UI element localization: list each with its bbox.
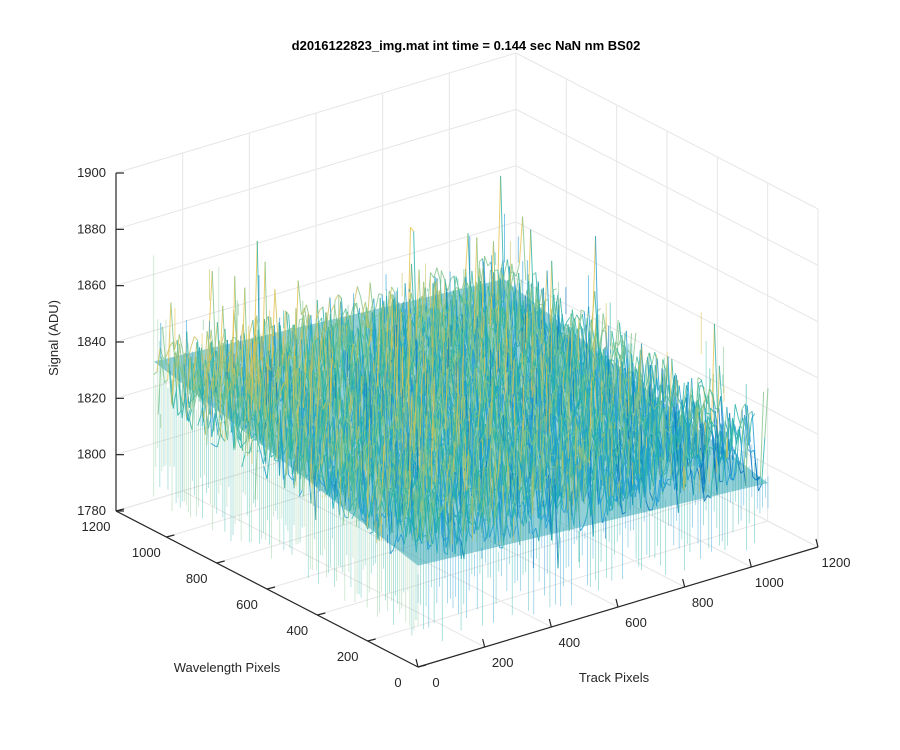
y-tick-label: 1000 (132, 545, 161, 560)
x-tick-label: 200 (492, 655, 514, 670)
z-tick-label: 1860 (77, 278, 106, 293)
z-tick-label: 1820 (77, 390, 106, 405)
y-axis-label: Wavelength Pixels (174, 660, 281, 675)
axes (115, 172, 819, 668)
x-axis-label: Track Pixels (579, 670, 650, 685)
x-tick-label: 0 (432, 675, 439, 690)
x-tick-label: 800 (692, 595, 714, 610)
z-tick-label: 1900 (77, 165, 106, 180)
x-tick-label: 600 (625, 615, 647, 630)
z-axis-label: Signal (ADU) (46, 300, 61, 376)
surface-data (153, 175, 769, 642)
z-tick-label: 1780 (77, 503, 106, 518)
z-tick-label: 1800 (77, 447, 106, 462)
y-tick-label: 400 (286, 623, 308, 638)
tick-labels: 0 200 400 600 800 1000 1200 0 200 400 600 800 1000 12… (77, 165, 850, 690)
x-tick-label: 400 (558, 635, 580, 650)
chart-title: d2016122823_img.mat int time = 0.144 sec… (292, 38, 641, 53)
y-tick-label: 600 (236, 597, 258, 612)
z-tick-label: 1880 (77, 221, 106, 236)
y-tick-label: 200 (337, 649, 359, 664)
x-tick-label: 1000 (755, 575, 784, 590)
y-tick-label: 1200 (82, 519, 111, 534)
y-tick-label: 0 (394, 675, 401, 690)
y-tick-label: 800 (186, 571, 208, 586)
x-tick-label: 1200 (822, 555, 851, 570)
z-tick-label: 1840 (77, 334, 106, 349)
